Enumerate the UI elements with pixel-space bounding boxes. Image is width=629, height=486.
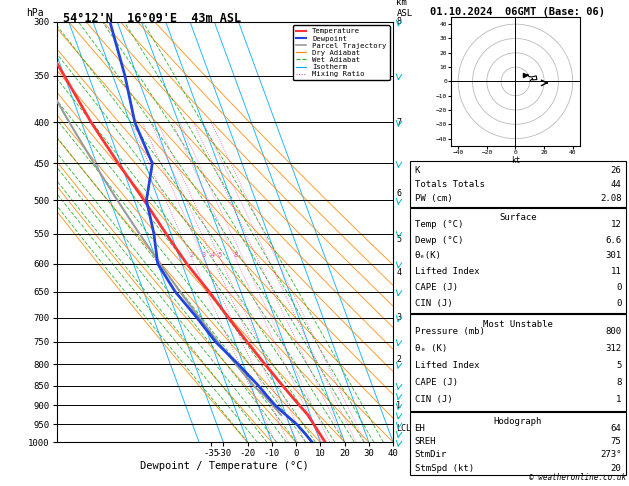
- Text: 3: 3: [396, 313, 401, 322]
- Text: © weatheronline.co.uk: © weatheronline.co.uk: [529, 473, 626, 482]
- Text: 01.10.2024  06GMT (Base: 06): 01.10.2024 06GMT (Base: 06): [430, 7, 606, 17]
- Text: 5: 5: [396, 235, 401, 244]
- Text: CAPE (J): CAPE (J): [415, 378, 457, 387]
- Text: 312: 312: [605, 344, 621, 353]
- Text: θₑ(K): θₑ(K): [415, 251, 442, 260]
- Text: θₑ (K): θₑ (K): [415, 344, 447, 353]
- Text: 75: 75: [611, 437, 621, 446]
- Text: Totals Totals: Totals Totals: [415, 180, 484, 189]
- Text: 800: 800: [605, 327, 621, 336]
- Text: 0: 0: [616, 299, 621, 308]
- Text: Hodograph: Hodograph: [494, 417, 542, 427]
- Text: 5: 5: [616, 361, 621, 370]
- Text: 0: 0: [616, 283, 621, 292]
- Text: StmDir: StmDir: [415, 450, 447, 459]
- Text: 44: 44: [611, 180, 621, 189]
- Text: EH: EH: [415, 424, 425, 433]
- Text: 4: 4: [396, 268, 401, 277]
- Text: K: K: [415, 166, 420, 175]
- X-axis label: kt: kt: [511, 156, 520, 165]
- X-axis label: Dewpoint / Temperature (°C): Dewpoint / Temperature (°C): [140, 461, 309, 471]
- Text: Pressure (mb): Pressure (mb): [415, 327, 484, 336]
- Text: 273°: 273°: [600, 450, 621, 459]
- Text: Surface: Surface: [499, 213, 537, 223]
- Text: 1: 1: [616, 395, 621, 404]
- Text: 12: 12: [611, 220, 621, 229]
- Text: CAPE (J): CAPE (J): [415, 283, 457, 292]
- Text: 1: 1: [396, 401, 401, 410]
- Text: Most Unstable: Most Unstable: [483, 320, 553, 330]
- Text: 301: 301: [605, 251, 621, 260]
- Text: km
ASL: km ASL: [396, 0, 413, 17]
- Text: 8: 8: [396, 17, 401, 26]
- Text: 5: 5: [218, 252, 222, 258]
- Text: 6.6: 6.6: [605, 236, 621, 244]
- Text: hPa: hPa: [26, 8, 44, 17]
- Text: 11: 11: [611, 267, 621, 277]
- Text: 8: 8: [616, 378, 621, 387]
- Text: 2: 2: [189, 252, 194, 258]
- Text: StmSpd (kt): StmSpd (kt): [415, 464, 474, 472]
- Text: 4: 4: [211, 252, 214, 258]
- Text: 6: 6: [396, 189, 401, 198]
- Text: SREH: SREH: [415, 437, 436, 446]
- Text: LCL: LCL: [396, 423, 411, 433]
- Text: 54°12'N  16°09'E  43m ASL: 54°12'N 16°09'E 43m ASL: [63, 12, 241, 25]
- Text: Temp (°C): Temp (°C): [415, 220, 463, 229]
- Text: 2.08: 2.08: [600, 194, 621, 203]
- Text: 8: 8: [233, 252, 237, 258]
- Text: PW (cm): PW (cm): [415, 194, 452, 203]
- Text: 2: 2: [396, 355, 401, 364]
- Text: 26: 26: [611, 166, 621, 175]
- Text: Dewp (°C): Dewp (°C): [415, 236, 463, 244]
- Text: 7: 7: [396, 118, 401, 127]
- Text: 20: 20: [611, 464, 621, 472]
- Text: CIN (J): CIN (J): [415, 299, 452, 308]
- Text: 64: 64: [611, 424, 621, 433]
- Text: 3: 3: [201, 252, 206, 258]
- Text: Lifted Index: Lifted Index: [415, 361, 479, 370]
- Legend: Temperature, Dewpoint, Parcel Trajectory, Dry Adiabat, Wet Adiabat, Isotherm, Mi: Temperature, Dewpoint, Parcel Trajectory…: [292, 25, 389, 80]
- Text: CIN (J): CIN (J): [415, 395, 452, 404]
- Text: Lifted Index: Lifted Index: [415, 267, 479, 277]
